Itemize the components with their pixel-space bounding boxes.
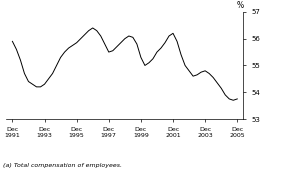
Text: %: % (236, 1, 243, 10)
Text: (a) Total compensation of employees.: (a) Total compensation of employees. (3, 163, 122, 168)
